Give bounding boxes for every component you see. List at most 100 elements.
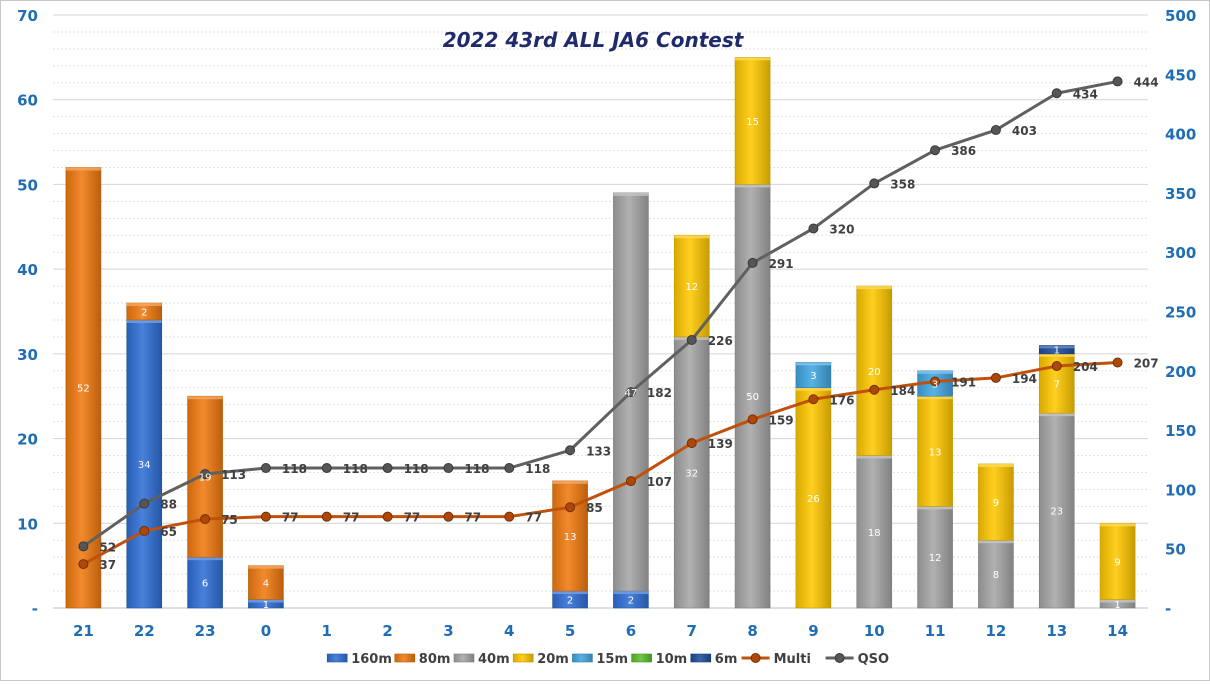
line-value-label: 77 (464, 511, 481, 525)
bar-layer (65, 57, 1136, 609)
line-marker (382, 511, 393, 522)
x-tick-label: 1 (322, 622, 332, 640)
bar-value-label: 3 (932, 380, 938, 391)
bar-segment-cap (978, 540, 1014, 544)
line-value-label: 118 (282, 462, 307, 476)
line-value-label: 176 (829, 393, 854, 407)
line-value-label: 75 (221, 513, 238, 527)
bar-value-label: 2 (567, 596, 573, 607)
bar-value-label: 3 (810, 371, 816, 382)
y-right-tick-label: 300 (1165, 244, 1196, 262)
y-right-tick-label: 500 (1165, 7, 1196, 25)
bar-segment-cap (552, 480, 588, 484)
y-left-tick-label: 60 (17, 92, 38, 110)
bar-segment-cap (1100, 523, 1136, 527)
line-value-label: 194 (1012, 372, 1037, 386)
line-marker (321, 511, 332, 522)
x-tick-label: 6 (626, 622, 636, 640)
line-value-label: 118 (464, 462, 489, 476)
line-value-label: 358 (890, 177, 915, 191)
line-marker (625, 476, 636, 487)
x-tick-label: 5 (565, 622, 575, 640)
y-right-tick-label: 50 (1165, 541, 1186, 559)
bar-segment-cap (1039, 345, 1075, 349)
bar-segment-cap (978, 463, 1014, 467)
data-label-layer: 5234261914213247321250152631820121338923… (77, 75, 1159, 610)
bar-value-label: 8 (993, 570, 999, 581)
bar-segment-cap (613, 192, 649, 196)
line-value-label: 118 (343, 462, 368, 476)
legend-item-multi: Multi (741, 652, 811, 667)
line-value-label: 386 (951, 144, 976, 158)
line-marker (1112, 357, 1123, 368)
bar-value-label: 20 (868, 367, 881, 378)
bar-value-label: 2 (628, 596, 634, 607)
bar-segment (673, 336, 710, 609)
x-tick-label: 22 (134, 622, 155, 640)
x-tick-label: 3 (443, 622, 453, 640)
bar-segment (917, 395, 953, 507)
line-marker (1112, 76, 1123, 87)
legend-swatch (394, 653, 416, 663)
bar-value-label: 34 (138, 460, 151, 471)
bar-segment-cap (795, 362, 831, 366)
bar-value-label: 2 (141, 308, 147, 319)
bar-segment-cap (674, 235, 710, 239)
line-value-label: 65 (160, 525, 177, 539)
legend-item-40m: 40m (453, 652, 510, 667)
legend-marker (834, 653, 845, 663)
y-left-tick-label: - (32, 600, 38, 618)
line-marker (686, 334, 697, 345)
line-marker (808, 223, 819, 234)
legend-label: QSO (858, 652, 889, 667)
y-right-tick-label: 150 (1165, 422, 1196, 440)
line-marker (1051, 88, 1062, 99)
line-layer (78, 76, 1123, 570)
x-tick-label: 8 (747, 622, 757, 640)
line-marker (869, 384, 880, 395)
x-tick-label: 12 (985, 622, 1006, 640)
line-marker (686, 438, 697, 449)
legend-swatch (453, 653, 475, 663)
line-value-label: 118 (404, 462, 429, 476)
line-marker (565, 445, 576, 456)
bar-value-label: 9 (993, 498, 999, 509)
y-right-tick-label: 450 (1165, 66, 1196, 84)
y-left-tick-label: 20 (17, 431, 38, 449)
line-value-label: 320 (829, 222, 854, 236)
line-marker (990, 372, 1001, 383)
line-value-label: 77 (343, 511, 360, 525)
legend-label: Multi (774, 652, 811, 667)
line-value-label: 77 (282, 511, 299, 525)
line-marker (139, 498, 150, 509)
line-qso (82, 79, 1118, 548)
line-marker (1051, 361, 1062, 372)
line-marker (443, 463, 454, 474)
line-value-label: 107 (647, 475, 672, 489)
bar-segment-cap (917, 506, 953, 510)
legend-swatch (631, 653, 652, 663)
bar-segment (65, 167, 102, 609)
line-marker (625, 387, 636, 398)
y-right-tick-label: 400 (1165, 126, 1196, 144)
bar-segment (856, 455, 893, 609)
bar-segment-cap (917, 396, 953, 400)
x-tick-label: 7 (687, 622, 697, 640)
legend-label: 6m (715, 652, 738, 667)
bar-value-label: 47 (625, 388, 638, 399)
x-tick-label: 13 (1046, 622, 1067, 640)
line-value-label: 77 (525, 511, 542, 525)
x-tick-label: 4 (504, 622, 514, 640)
bar-segment (187, 556, 223, 609)
line-marker (78, 541, 89, 552)
legend-item-80m: 80m (394, 652, 450, 667)
legend-item-20m: 20m (512, 652, 569, 667)
line-marker (200, 514, 211, 525)
bar-segment-cap (795, 387, 831, 391)
y-right-tick-label: 250 (1165, 304, 1196, 322)
line-value-label: 37 (99, 558, 116, 572)
x-tick-label: 2 (382, 622, 392, 640)
y-right-tick-label: 100 (1165, 481, 1196, 499)
